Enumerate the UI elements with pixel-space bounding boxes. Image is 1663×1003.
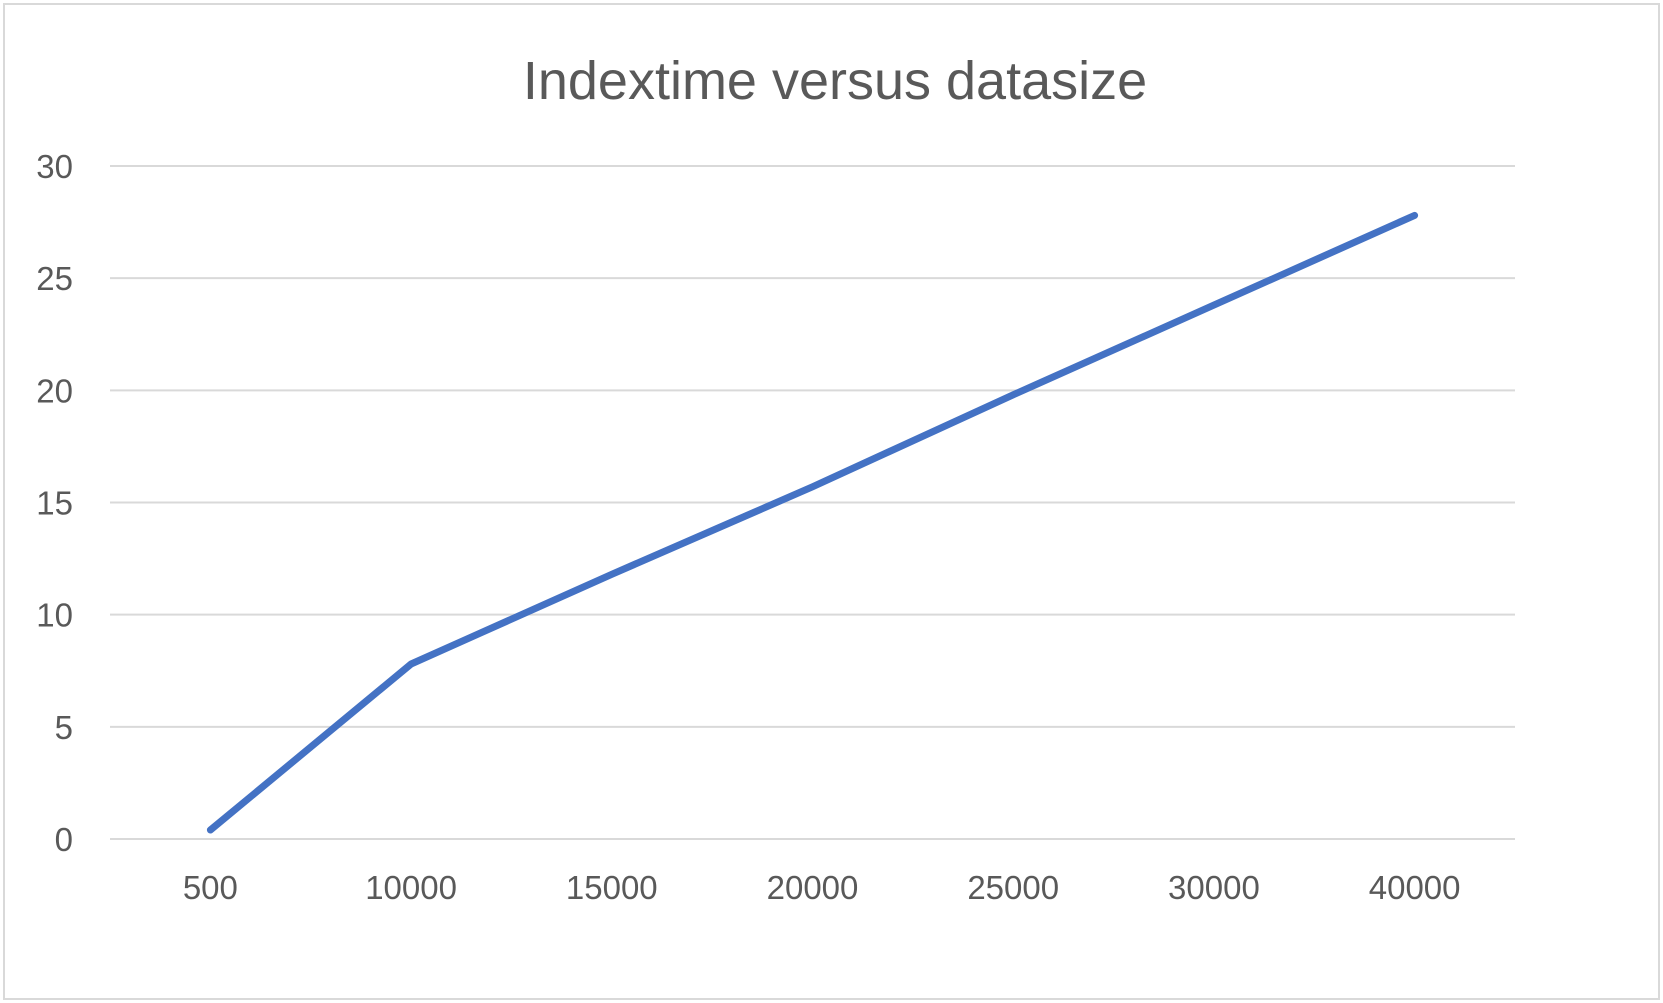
y-tick-label: 25 [36, 260, 73, 297]
x-tick-label: 500 [183, 869, 238, 906]
series-line-0 [206, 211, 1419, 834]
x-axis-tick-labels: 500 10000 15000 20000 25000 30000 40000 [183, 869, 1461, 906]
y-tick-label: 10 [36, 597, 73, 634]
series-group [206, 211, 1419, 834]
y-axis-tick-labels: 0 5 10 15 20 25 30 [36, 148, 73, 858]
y-tick-label: 0 [55, 821, 73, 858]
x-tick-label: 40000 [1369, 869, 1461, 906]
x-tick-label: 15000 [566, 869, 658, 906]
y-tick-label: 20 [36, 372, 73, 409]
x-tick-label: 20000 [767, 869, 859, 906]
line-chart: Indextime versus datasize 0 5 10 15 20 25 30 5… [36, 51, 1515, 906]
gridlines [110, 165, 1515, 840]
x-tick-label: 10000 [365, 869, 457, 906]
y-tick-label: 15 [36, 485, 73, 522]
y-tick-label: 30 [36, 148, 73, 185]
x-tick-label: 25000 [967, 869, 1059, 906]
x-tick-label: 30000 [1168, 869, 1260, 906]
chart-frame: Indextime versus datasize 0 5 10 15 20 25 30 5… [3, 3, 1660, 1000]
y-tick-label: 5 [55, 709, 73, 746]
chart-title: Indextime versus datasize [523, 51, 1147, 111]
